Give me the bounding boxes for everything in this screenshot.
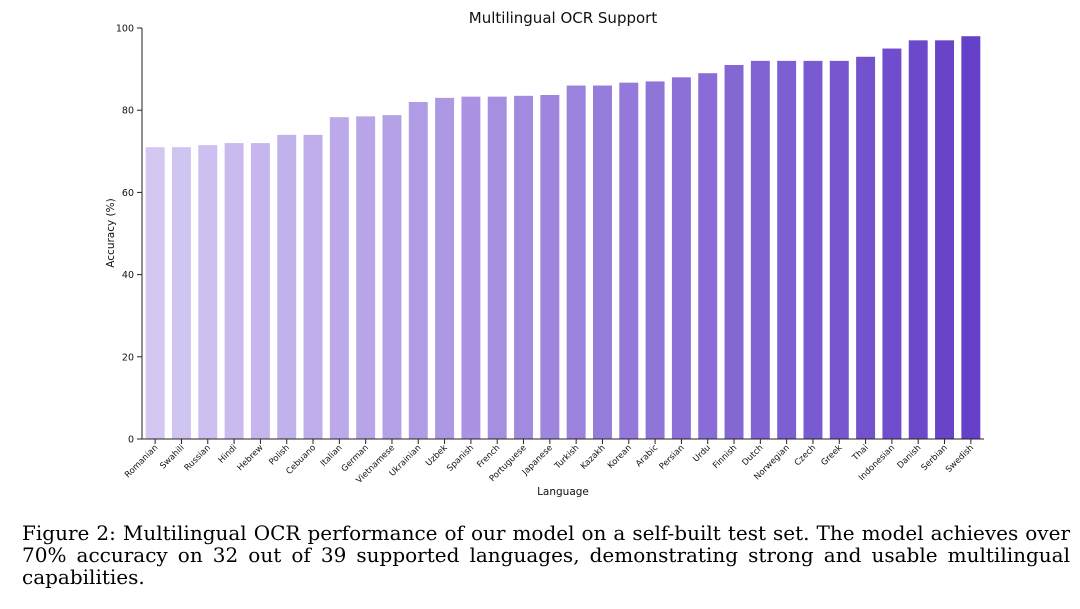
bar-dutch [750, 60, 770, 439]
x-tick-label: Romanian [123, 443, 160, 480]
chart-title: Multilingual OCR Support [469, 9, 658, 27]
bar-indonesian [882, 48, 902, 440]
bar-swedish [961, 36, 981, 439]
y-axis: 0 20 40 60 80 100 [116, 24, 143, 446]
bar-czech [803, 60, 823, 439]
bars [145, 36, 981, 440]
y-tick-label: 80 [122, 106, 134, 117]
x-tick-label: Kazakh [579, 443, 608, 472]
bar-japanese [540, 94, 560, 440]
x-tick-label: Greek [819, 443, 844, 468]
y-axis-label: Accuracy (%) [105, 198, 117, 267]
bar-polish [277, 134, 297, 440]
bar-russian [198, 145, 218, 439]
bar-serbian [935, 40, 955, 440]
x-tick-label: Turkish [552, 443, 581, 472]
bar-arabic [645, 81, 665, 440]
x-tick-label: Dutch [740, 443, 765, 468]
bar-ukrainian [408, 101, 428, 439]
bar-italian [329, 117, 349, 439]
bar-spanish [461, 96, 481, 440]
y-tick-label: 100 [116, 24, 134, 35]
bar-greek [829, 60, 849, 439]
bar-hebrew [250, 143, 270, 439]
y-tick-label: 40 [122, 270, 134, 281]
x-tick-label: Thai [850, 443, 871, 464]
y-tick-label: 0 [128, 435, 134, 446]
bar-chart: Multilingual OCR Support 0 20 40 60 80 100 Ro… [105, 9, 984, 498]
bar-vietnamese [382, 115, 402, 439]
bar-korean [619, 82, 639, 440]
bar-german [356, 116, 376, 440]
bar-french [487, 96, 507, 440]
y-tick-label: 20 [122, 352, 134, 363]
x-tick-label: Russian [183, 443, 213, 473]
x-tick-label: Urdu [691, 443, 712, 464]
x-tick-label: Spanish [445, 443, 476, 474]
x-tick-label: Hebrew [235, 443, 265, 473]
bar-swahili [171, 147, 191, 439]
bar-urdu [698, 73, 718, 440]
bar-hindi [224, 143, 244, 439]
x-tick-label: Czech [793, 443, 818, 468]
bar-turkish [566, 85, 586, 439]
bar-romanian [145, 147, 165, 439]
y-tick-label: 60 [122, 188, 134, 199]
bar-portuguese [514, 95, 534, 439]
x-tick-label: Swedish [944, 443, 976, 475]
x-tick-label: Hindi [217, 443, 240, 466]
x-tick-label: Persian [658, 443, 687, 472]
x-tick-label: Korean [606, 443, 634, 471]
x-axis-label: Language [537, 486, 589, 498]
bar-danish [908, 40, 928, 440]
bar-thai [856, 56, 876, 440]
bar-norwegian [777, 60, 797, 439]
bar-persian [671, 77, 691, 439]
x-tick-label: Polish [267, 443, 291, 467]
bar-uzbek [435, 97, 455, 440]
bar-kazakh [592, 85, 612, 439]
x-tick-label: Finnish [711, 443, 739, 471]
bar-cebuano [303, 134, 323, 440]
bar-finnish [724, 64, 744, 440]
figure-caption: Figure 2: Multilingual OCR performance o… [22, 521, 1070, 589]
